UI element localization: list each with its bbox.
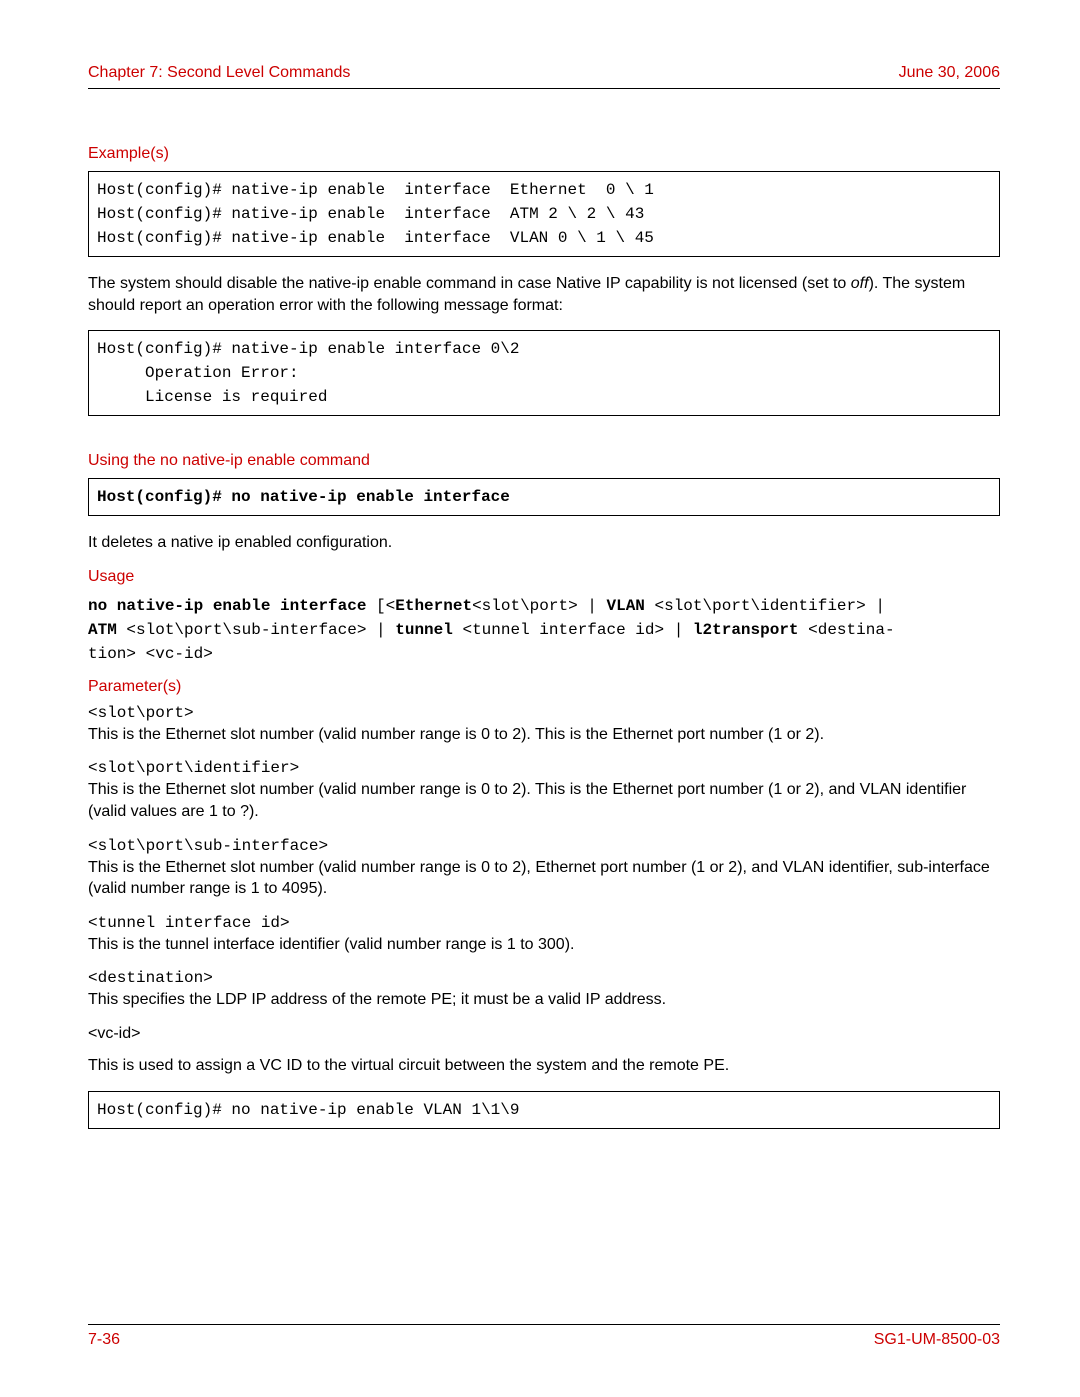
param-slot-port-identifier-desc: This is the Ethernet slot number (valid … xyxy=(88,779,1000,822)
usage-heading: Usage xyxy=(88,568,1000,586)
param-slot-port-subinterface-desc: This is the Ethernet slot number (valid … xyxy=(88,857,1000,900)
param-slot-port: <slot\port> xyxy=(88,704,1000,722)
error-code-block: Host(config)# native-ip enable interface… xyxy=(88,330,1000,416)
param-destination: <destination> xyxy=(88,969,1000,987)
param-vc-id-desc: This is used to assign a VC ID to the vi… xyxy=(88,1055,1000,1077)
disable-description: The system should disable the native-ip … xyxy=(88,273,1000,316)
disable-text-italic: off xyxy=(851,275,869,292)
usage-p3: <slot\port\identifier> | xyxy=(655,597,885,615)
param-slot-port-subinterface: <slot\port\sub-interface> xyxy=(88,837,1000,855)
final-code-block: Host(config)# no native-ip enable VLAN 1… xyxy=(88,1091,1000,1129)
page-number: 7-36 xyxy=(88,1331,120,1349)
delete-description: It deletes a native ip enabled configura… xyxy=(88,532,1000,554)
param-tunnel-id-desc: This is the tunnel interface identifier … xyxy=(88,934,1000,956)
page-footer: 7-36 SG1-UM-8500-03 xyxy=(88,1324,1000,1349)
usage-p2: <slot\port> | xyxy=(472,597,606,615)
usage-p5: <tunnel interface id> | xyxy=(462,621,692,639)
no-command-code-text: Host(config)# no native-ip enable interf… xyxy=(97,488,510,506)
usage-syntax: no native-ip enable interface [<Ethernet… xyxy=(88,594,1000,666)
usage-b1: no native-ip enable interface xyxy=(88,597,376,615)
usage-p6: <destina- xyxy=(808,621,894,639)
examples-heading: Example(s) xyxy=(88,145,1000,163)
no-command-heading: Using the no native-ip enable command xyxy=(88,452,1000,470)
no-command-code-block: Host(config)# no native-ip enable interf… xyxy=(88,478,1000,516)
usage-b3: VLAN xyxy=(606,597,654,615)
page-header: Chapter 7: Second Level Commands June 30… xyxy=(88,64,1000,89)
document-id: SG1-UM-8500-03 xyxy=(874,1331,1000,1349)
param-vc-id: <vc-id> xyxy=(88,1025,1000,1043)
header-date: June 30, 2006 xyxy=(899,64,1000,82)
param-destination-desc: This specifies the LDP IP address of the… xyxy=(88,989,1000,1011)
usage-b4: ATM xyxy=(88,621,126,639)
examples-code-block: Host(config)# native-ip enable interface… xyxy=(88,171,1000,257)
parameters-heading: Parameter(s) xyxy=(88,678,1000,696)
usage-p4: <slot\port\sub-interface> | xyxy=(126,621,395,639)
usage-b5: tunnel xyxy=(395,621,462,639)
param-slot-port-desc: This is the Ethernet slot number (valid … xyxy=(88,724,1000,746)
param-slot-port-identifier: <slot\port\identifier> xyxy=(88,759,1000,777)
usage-b6: l2transport xyxy=(693,621,808,639)
param-tunnel-id: <tunnel interface id> xyxy=(88,914,1000,932)
usage-line3: tion> <vc-id> xyxy=(88,645,213,663)
usage-b2: Ethernet xyxy=(395,597,472,615)
disable-text-part1: The system should disable the native-ip … xyxy=(88,275,851,292)
chapter-title: Chapter 7: Second Level Commands xyxy=(88,64,350,82)
usage-p1: [< xyxy=(376,597,395,615)
